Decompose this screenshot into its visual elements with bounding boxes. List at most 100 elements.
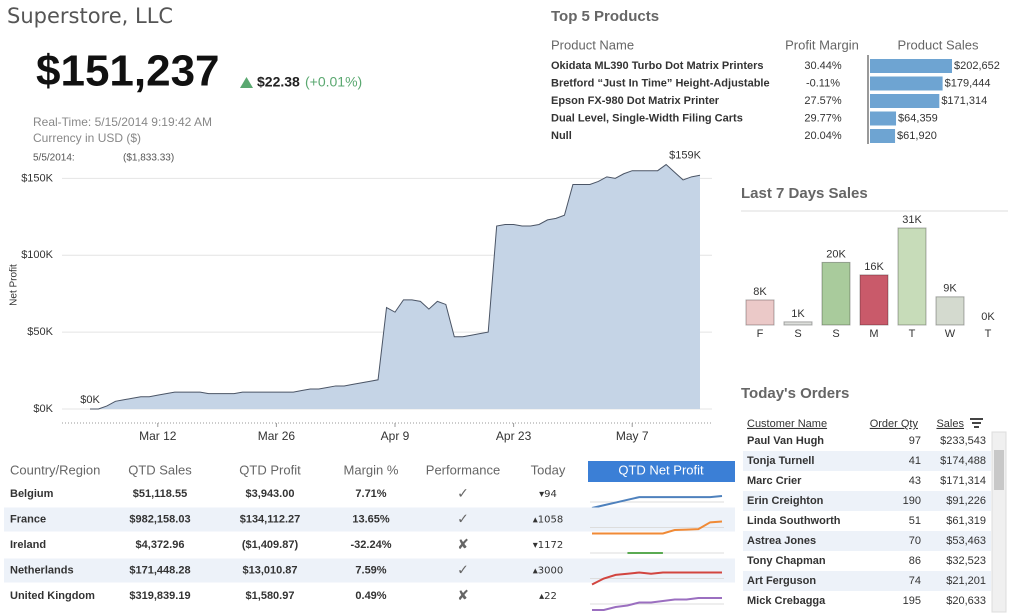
customer-name: Marc Crier [747, 475, 802, 487]
order-qty: 86 [909, 555, 921, 567]
up-arrow [240, 77, 253, 88]
data-label: 16K [864, 261, 884, 273]
data-label: 31K [902, 214, 922, 226]
column-header: Today [531, 462, 566, 477]
bar [745, 299, 775, 326]
order-qty: 195 [903, 595, 921, 607]
customer-name: Mick Crebagga [747, 595, 826, 607]
customer-name: Erin Creighton [747, 495, 824, 507]
realtime: Real-Time: 5/15/2014 9:19:42 AM [33, 115, 212, 129]
column-header: Product Name [551, 37, 634, 52]
cell: ✓ [457, 563, 469, 579]
change-percent: (+0.01%) [305, 74, 362, 90]
profit-margin: -0.11% [806, 77, 840, 89]
sales-bar [870, 59, 952, 73]
order-qty: 70 [909, 535, 921, 547]
change-value: $22.38 [257, 74, 300, 90]
cell: ▾1172 [533, 540, 563, 551]
data-label: 20K [826, 248, 846, 260]
sales-bar [870, 129, 896, 143]
data-label: $0K [80, 394, 100, 406]
profit-margin: 29.77% [804, 112, 842, 124]
cell: ✘ [457, 537, 469, 553]
x-tick-label: S [832, 328, 839, 340]
column-header[interactable]: Order Qty [870, 418, 919, 430]
sparkline [592, 597, 722, 611]
column-header[interactable]: Customer Name [747, 418, 827, 430]
sales-label: $64,359 [898, 112, 938, 124]
cell: United Kingdom [10, 590, 95, 602]
x-tick-label: F [757, 328, 764, 340]
order-qty: 41 [909, 455, 921, 467]
order-sales: $32,523 [946, 555, 986, 567]
x-tick-label: S [794, 328, 801, 340]
bar [783, 321, 813, 326]
cell: $171,448.28 [129, 564, 190, 576]
bar [897, 227, 927, 326]
currency: Currency in USD ($) [33, 131, 141, 145]
row-band [743, 491, 991, 511]
y-tick-label: $50K [27, 326, 53, 338]
column-header[interactable]: Sales [936, 418, 964, 430]
total-value: $151,237 [36, 47, 220, 96]
sort-icon[interactable] [970, 418, 983, 428]
data-label: 8K [753, 286, 767, 298]
sales-label: $202,652 [954, 60, 1000, 72]
scroll-thumb[interactable] [994, 450, 1004, 490]
customer-name: Linda Southworth [747, 515, 841, 527]
cell: 0.49% [355, 590, 386, 602]
bar [935, 296, 965, 326]
column-header: Country/Region [10, 462, 100, 477]
y-tick-label: $0K [33, 403, 53, 415]
order-sales: $233,543 [940, 435, 986, 447]
header-button[interactable] [588, 461, 735, 482]
x-tick-label: T [985, 328, 992, 340]
y-tick-label: $100K [21, 249, 53, 261]
cell: 13.65% [352, 513, 390, 525]
column-header: Margin % [344, 462, 399, 477]
column-header: QTD Net Profit [618, 462, 704, 477]
column-header: QTD Sales [128, 462, 192, 477]
data-label: 1K [791, 308, 805, 320]
column-header: Product Sales [898, 37, 979, 52]
sparkline [592, 520, 723, 535]
cell: ✓ [457, 486, 469, 502]
sales-label: $179,444 [945, 77, 991, 89]
sparkline [591, 571, 722, 586]
cell: -32.24% [351, 539, 392, 551]
order-sales: $21,201 [946, 575, 986, 587]
cell: 7.59% [355, 564, 386, 576]
cell: 7.71% [355, 488, 386, 500]
cell: $134,112.27 [240, 513, 301, 525]
hover-value: ($1,833.33) [123, 153, 174, 164]
x-tick-label: May 7 [616, 429, 649, 443]
x-tick-label: T [909, 328, 916, 340]
order-sales: $20,633 [946, 595, 986, 607]
x-tick-label: Apr 23 [496, 429, 532, 443]
x-tick-label: M [869, 328, 878, 340]
sales-bar [870, 94, 940, 108]
cell: ✓ [457, 512, 469, 528]
order-sales: $91,226 [946, 495, 986, 507]
cell: ▾94 [539, 489, 557, 500]
column-header: Profit Margin [785, 37, 859, 52]
sales-bar [870, 111, 897, 126]
sales-label: $171,314 [941, 95, 987, 107]
cell: Belgium [10, 488, 54, 500]
product-name: Okidata ML390 Turbo Dot Matrix Printers [551, 60, 764, 72]
customer-name: Paul Van Hugh [747, 435, 824, 447]
sales-label: $61,920 [897, 130, 937, 142]
profit-margin: 20.04% [804, 130, 842, 142]
sales-bar [870, 76, 943, 91]
cell: $3,943.00 [246, 488, 295, 500]
customer-name: Astrea Jones [747, 535, 816, 547]
area [90, 164, 700, 409]
x-tick-label: W [945, 328, 956, 340]
cell: ▴22 [539, 591, 557, 602]
column-header: QTD Profit [239, 462, 301, 477]
order-sales: $61,319 [946, 515, 986, 527]
cell: ($1,409.87) [242, 539, 299, 551]
row-band [743, 571, 991, 591]
data-label: $159K [669, 149, 701, 161]
